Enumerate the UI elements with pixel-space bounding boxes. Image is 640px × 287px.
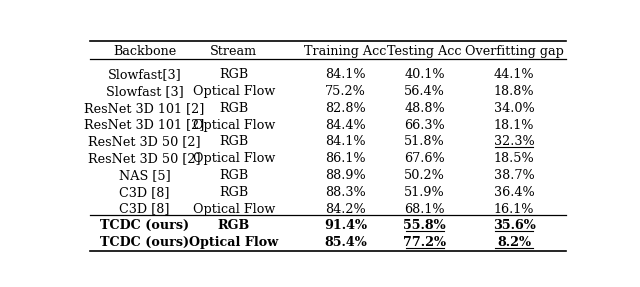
Text: RGB: RGB xyxy=(218,219,250,232)
Text: ResNet 3D 101 [2]: ResNet 3D 101 [2] xyxy=(84,119,205,131)
Text: 18.5%: 18.5% xyxy=(493,152,534,165)
Text: 55.8%: 55.8% xyxy=(403,219,446,232)
Text: RGB: RGB xyxy=(219,102,248,115)
Text: 84.1%: 84.1% xyxy=(325,68,365,81)
Text: 44.1%: 44.1% xyxy=(493,68,534,81)
Text: Optical Flow: Optical Flow xyxy=(193,119,275,131)
Text: 82.8%: 82.8% xyxy=(325,102,365,115)
Text: ResNet 3D 101 [2]: ResNet 3D 101 [2] xyxy=(84,102,205,115)
Text: 77.2%: 77.2% xyxy=(403,236,446,249)
Text: 56.4%: 56.4% xyxy=(404,85,445,98)
Text: 8.2%: 8.2% xyxy=(497,236,531,249)
Text: 88.3%: 88.3% xyxy=(325,186,365,199)
Text: 67.6%: 67.6% xyxy=(404,152,445,165)
Text: 84.4%: 84.4% xyxy=(325,119,365,131)
Text: Overfitting gap: Overfitting gap xyxy=(465,44,563,57)
Text: 86.1%: 86.1% xyxy=(325,152,365,165)
Text: ResNet 3D 50 [2]: ResNet 3D 50 [2] xyxy=(88,135,201,148)
Text: 32.3%: 32.3% xyxy=(493,135,534,148)
Text: 85.4%: 85.4% xyxy=(324,236,367,249)
Text: C3D [8]: C3D [8] xyxy=(119,186,170,199)
Text: Optical Flow: Optical Flow xyxy=(193,203,275,216)
Text: 66.3%: 66.3% xyxy=(404,119,445,131)
Text: Stream: Stream xyxy=(210,44,257,57)
Text: NAS [5]: NAS [5] xyxy=(118,169,170,182)
Text: 16.1%: 16.1% xyxy=(493,203,534,216)
Text: 48.8%: 48.8% xyxy=(404,102,445,115)
Text: 18.1%: 18.1% xyxy=(493,119,534,131)
Text: Slowfast[3]: Slowfast[3] xyxy=(108,68,181,81)
Text: ResNet 3D 50 [2]: ResNet 3D 50 [2] xyxy=(88,152,201,165)
Text: Training Acc: Training Acc xyxy=(304,44,387,57)
Text: 35.6%: 35.6% xyxy=(493,219,536,232)
Text: 84.2%: 84.2% xyxy=(325,203,365,216)
Text: 38.7%: 38.7% xyxy=(493,169,534,182)
Text: RGB: RGB xyxy=(219,68,248,81)
Text: 88.9%: 88.9% xyxy=(325,169,365,182)
Text: RGB: RGB xyxy=(219,135,248,148)
Text: 40.1%: 40.1% xyxy=(404,68,445,81)
Text: TCDC (ours): TCDC (ours) xyxy=(100,236,189,249)
Text: Optical Flow: Optical Flow xyxy=(193,152,275,165)
Text: 51.9%: 51.9% xyxy=(404,186,445,199)
Text: RGB: RGB xyxy=(219,169,248,182)
Text: 50.2%: 50.2% xyxy=(404,169,445,182)
Text: Optical Flow: Optical Flow xyxy=(193,85,275,98)
Text: Backbone: Backbone xyxy=(113,44,176,57)
Text: 91.4%: 91.4% xyxy=(324,219,367,232)
Text: 68.1%: 68.1% xyxy=(404,203,445,216)
Text: 18.8%: 18.8% xyxy=(493,85,534,98)
Text: Optical Flow: Optical Flow xyxy=(189,236,278,249)
Text: 34.0%: 34.0% xyxy=(493,102,534,115)
Text: 75.2%: 75.2% xyxy=(325,85,366,98)
Text: Testing Acc: Testing Acc xyxy=(387,44,462,57)
Text: 84.1%: 84.1% xyxy=(325,135,365,148)
Text: Slowfast [3]: Slowfast [3] xyxy=(106,85,183,98)
Text: 51.8%: 51.8% xyxy=(404,135,445,148)
Text: RGB: RGB xyxy=(219,186,248,199)
Text: 36.4%: 36.4% xyxy=(493,186,534,199)
Text: C3D [8]: C3D [8] xyxy=(119,203,170,216)
Text: TCDC (ours): TCDC (ours) xyxy=(100,219,189,232)
